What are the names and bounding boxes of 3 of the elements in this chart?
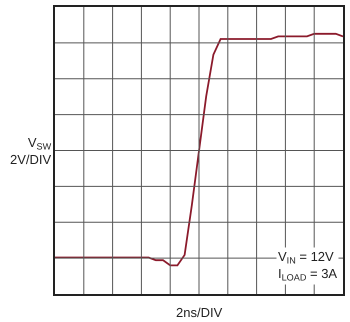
x-axis-title: 2ns/DIV — [176, 305, 223, 320]
text: V$_{IN}$ = 12V I$_{LOAD}$ = 3A — [278, 249, 338, 283]
y-axis-title: V$_{SW}$ 2V/DIV — [10, 135, 52, 167]
